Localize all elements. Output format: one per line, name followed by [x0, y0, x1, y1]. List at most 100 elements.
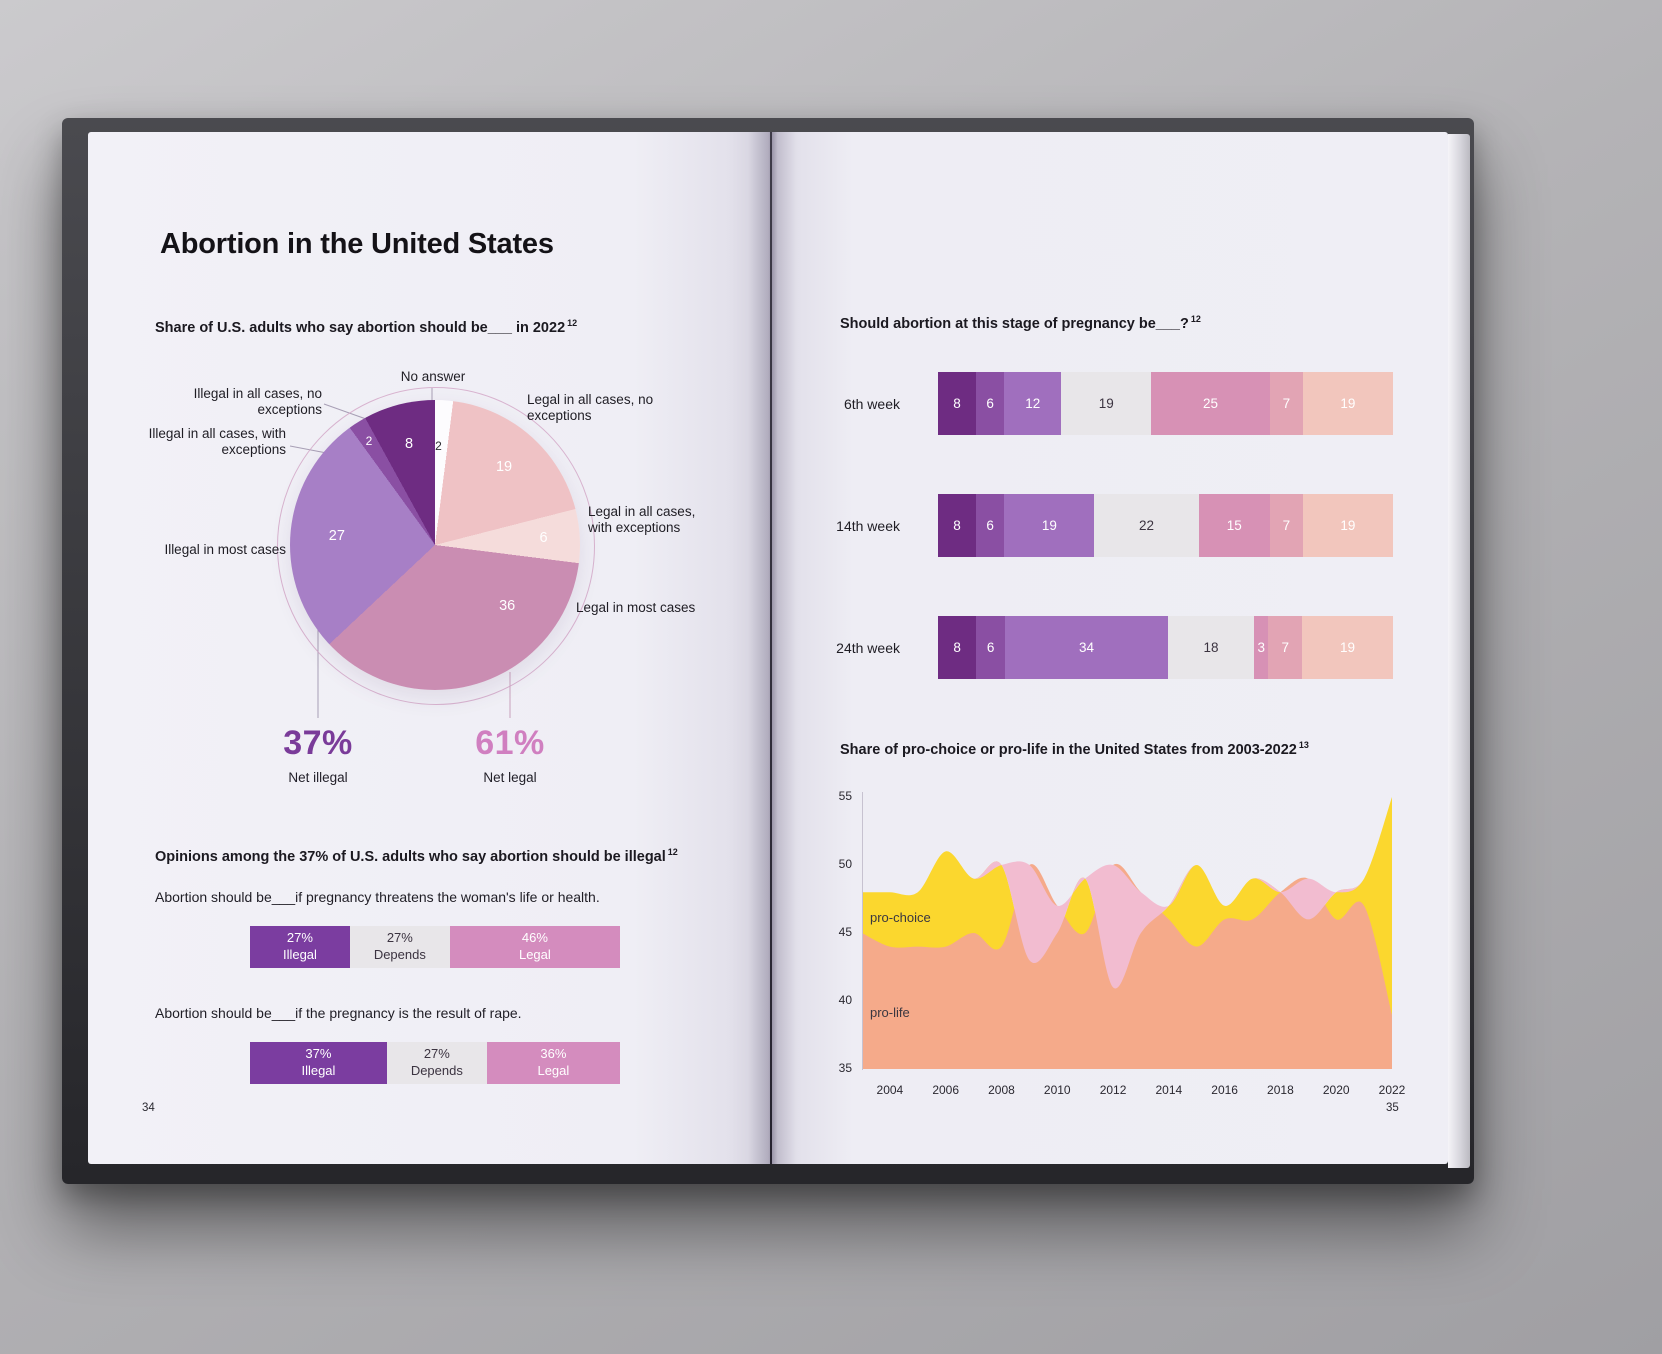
pie-label-legal-most-cases: Legal in most cases [576, 600, 696, 615]
segment-value: 37% [305, 1045, 332, 1061]
series-label-pro-choice: pro-choice [870, 910, 931, 925]
footnote-ref: 12 [1190, 314, 1201, 324]
stage-chart-heading: Should abortion at this stage of pregnan… [840, 314, 1410, 332]
bar-segment: 27% Depends [386, 1041, 487, 1084]
y-axis-tick: 45 [838, 925, 852, 939]
footnote-ref: 12 [667, 847, 678, 857]
pie-outline-ring [277, 387, 595, 705]
page-title: Abortion in the United States [160, 228, 554, 260]
segment-label: Depends [373, 946, 426, 962]
bar-segment: 19 [1302, 372, 1393, 435]
x-axis-tick: 2006 [932, 1083, 960, 1097]
stage-row: 14th week 8 6 19 22 15 7 19 [772, 494, 1393, 557]
opinion-stacked-bar: 37% Illegal 27% Depends 36% Legal [250, 1041, 620, 1084]
net-illegal-value: 37% [283, 724, 353, 762]
x-axis-tick: 2014 [1155, 1083, 1183, 1097]
bar-segment: 19 [1302, 494, 1393, 557]
net-legal-value: 61% [475, 724, 545, 762]
pie-value-label: 2 [365, 433, 373, 448]
bar-segment: 8 [938, 494, 976, 557]
bar-segment: 34 [1005, 616, 1168, 679]
bar-segment: 7 [1268, 616, 1302, 679]
pie-label-illegal-with-exceptions: Illegal in all cases, with exceptions [148, 426, 286, 458]
area-chart-title: Share of pro-choice or pro-life in the U… [840, 741, 1297, 758]
x-axis-tick: 2016 [1211, 1083, 1238, 1097]
pie-label-legal-no-exceptions: Legal in all cases, no exceptions [527, 392, 654, 424]
stage-chart-title: Should abortion at this stage of pregnan… [840, 315, 1189, 332]
bar-segment: 19 [1004, 494, 1095, 557]
net-illegal-label: Net illegal [288, 770, 348, 785]
pie-value-label: 2 [435, 439, 442, 454]
opinion-rows: Abortion should be___if pregnancy threat… [155, 889, 740, 1084]
stacked-bar: 8 6 34 18 3 7 19 [938, 616, 1393, 679]
bar-segment: 18 [1167, 616, 1255, 679]
segment-value: 27% [423, 1045, 450, 1061]
bar-segment: 25 [1151, 372, 1270, 435]
stacked-bar: 8 6 12 19 25 7 19 [938, 372, 1393, 435]
bar-segment: 3 [1254, 616, 1269, 679]
pie-chart-title: Share of U.S. adults who say abortion sh… [155, 319, 566, 336]
stage-row-label: 6th week [843, 395, 900, 412]
segment-label: Illegal [282, 946, 317, 962]
book: Abortion in the United States Share of U… [62, 118, 1474, 1184]
segment-label: Legal [537, 1062, 570, 1078]
opinions-section: Opinions among the 37% of U.S. adults wh… [155, 847, 740, 1121]
bar-segment: 6 [975, 494, 1005, 557]
pie-chart-heading: Share of U.S. adults who say abortion sh… [155, 318, 725, 336]
net-legal-label: Net legal [483, 770, 537, 785]
net-illegal-summary: 37% Net illegal [248, 724, 388, 785]
stage-bars: 6th week 8 6 12 19 25 7 19 14th week 8 6 19 22 15 7 19 2… [772, 372, 1393, 738]
bar-segment: 15 [1198, 494, 1270, 557]
y-axis-tick: 50 [838, 857, 852, 871]
page-stack-edge [1448, 134, 1470, 1168]
area-chart-heading: Share of pro-choice or pro-life in the U… [840, 740, 1410, 758]
stage-row: 6th week 8 6 12 19 25 7 19 [772, 372, 1393, 435]
y-axis-tick: 55 [838, 789, 852, 803]
bar-segment: 22 [1094, 494, 1199, 557]
stacked-bar: 8 6 19 22 15 7 19 [938, 494, 1393, 557]
segment-label: Depends [410, 1062, 463, 1078]
x-axis-tick: 2004 [876, 1083, 904, 1097]
x-axis-tick: 2018 [1267, 1083, 1294, 1097]
bar-segment: 27% Depends [349, 925, 450, 968]
stage-row-label: 14th week [836, 517, 900, 534]
bar-segment: 19 [1061, 372, 1152, 435]
right-page: Should abortion at this stage of pregnan… [772, 132, 1448, 1164]
pie-label-legal-with-exceptions: Legal in all cases, with exceptions [588, 504, 696, 536]
segment-label: Legal [518, 946, 551, 962]
bar-segment: 36% Legal [486, 1041, 620, 1084]
stage-row: 24th week 8 6 34 18 3 7 19 [772, 616, 1393, 679]
segment-value: 46% [521, 929, 548, 945]
opinion-question: Abortion should be___if pregnancy threat… [155, 888, 600, 905]
segment-label: Illegal [301, 1062, 336, 1078]
bar-segment: 46% Legal [449, 925, 620, 968]
y-axis-tick: 35 [838, 1061, 852, 1075]
pie-label-illegal-most-cases: Illegal in most cases [164, 542, 286, 557]
footnote-ref: 12 [567, 318, 578, 328]
bar-segment: 19 [1301, 616, 1393, 679]
x-axis-tick: 2020 [1322, 1083, 1350, 1097]
series-label-pro-life: pro-life [870, 1005, 910, 1020]
area-chart [862, 792, 1392, 1070]
bar-segment: 37% Illegal [250, 1041, 387, 1084]
x-axis-tick: 2010 [1043, 1083, 1071, 1097]
y-axis-tick: 40 [838, 993, 852, 1007]
pie-label-no-answer: No answer [400, 369, 466, 384]
opinions-heading: Opinions among the 37% of U.S. adults wh… [155, 847, 740, 865]
bar-segment: 6 [976, 616, 1006, 679]
footnote-ref: 13 [1298, 740, 1309, 750]
segment-value: 27% [286, 929, 313, 945]
opinions-title: Opinions among the 37% of U.S. adults wh… [155, 848, 666, 865]
x-axis-tick: 2008 [988, 1083, 1015, 1097]
pie-value-label: 19 [495, 458, 513, 475]
bar-segment: 12 [1004, 372, 1062, 435]
pie-chart: 2 19 6 36 27 2 8 [290, 400, 580, 690]
left-page: Abortion in the United States Share of U… [88, 132, 770, 1164]
pie-value-label: 6 [539, 530, 548, 547]
bar-segment: 8 [938, 616, 977, 679]
pie-value-label: 36 [499, 597, 516, 614]
page-number-right: 35 [1386, 1102, 1399, 1114]
opinion-question: Abortion should be___if the pregnancy is… [155, 1004, 522, 1021]
bar-segment: 6 [975, 372, 1005, 435]
